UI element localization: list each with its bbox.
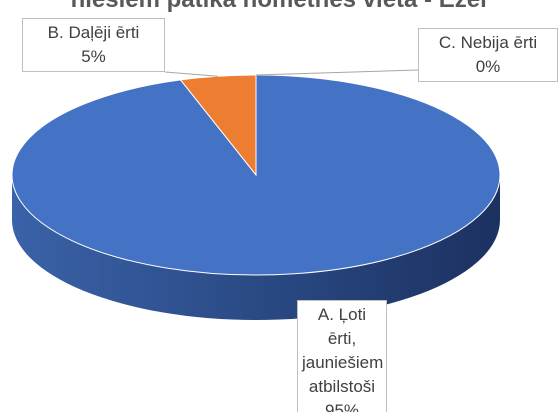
category-label: C. Nebija ērti [438,33,538,52]
data-label-box: B. Daļēji ērti 5% [22,18,165,72]
data-label-box: C. Nebija ērti 0% [418,28,558,82]
value-label: 5% [81,47,106,66]
data-label-box: A. Ļoti ērti, jauniešiem atbilstoši 95% [297,300,387,412]
value-label: 95% [324,401,360,412]
leader-line [255,69,419,76]
value-label: 0% [475,57,501,76]
category-label: B. Daļēji ērti [47,23,140,42]
category-label: A. Ļoti ērti, jauniešiem atbilstoši [302,305,384,396]
leader-line [164,71,218,77]
chart-title: niešiem patīka nometnes vieta - Ezer [0,0,560,14]
pie-side [12,175,500,320]
